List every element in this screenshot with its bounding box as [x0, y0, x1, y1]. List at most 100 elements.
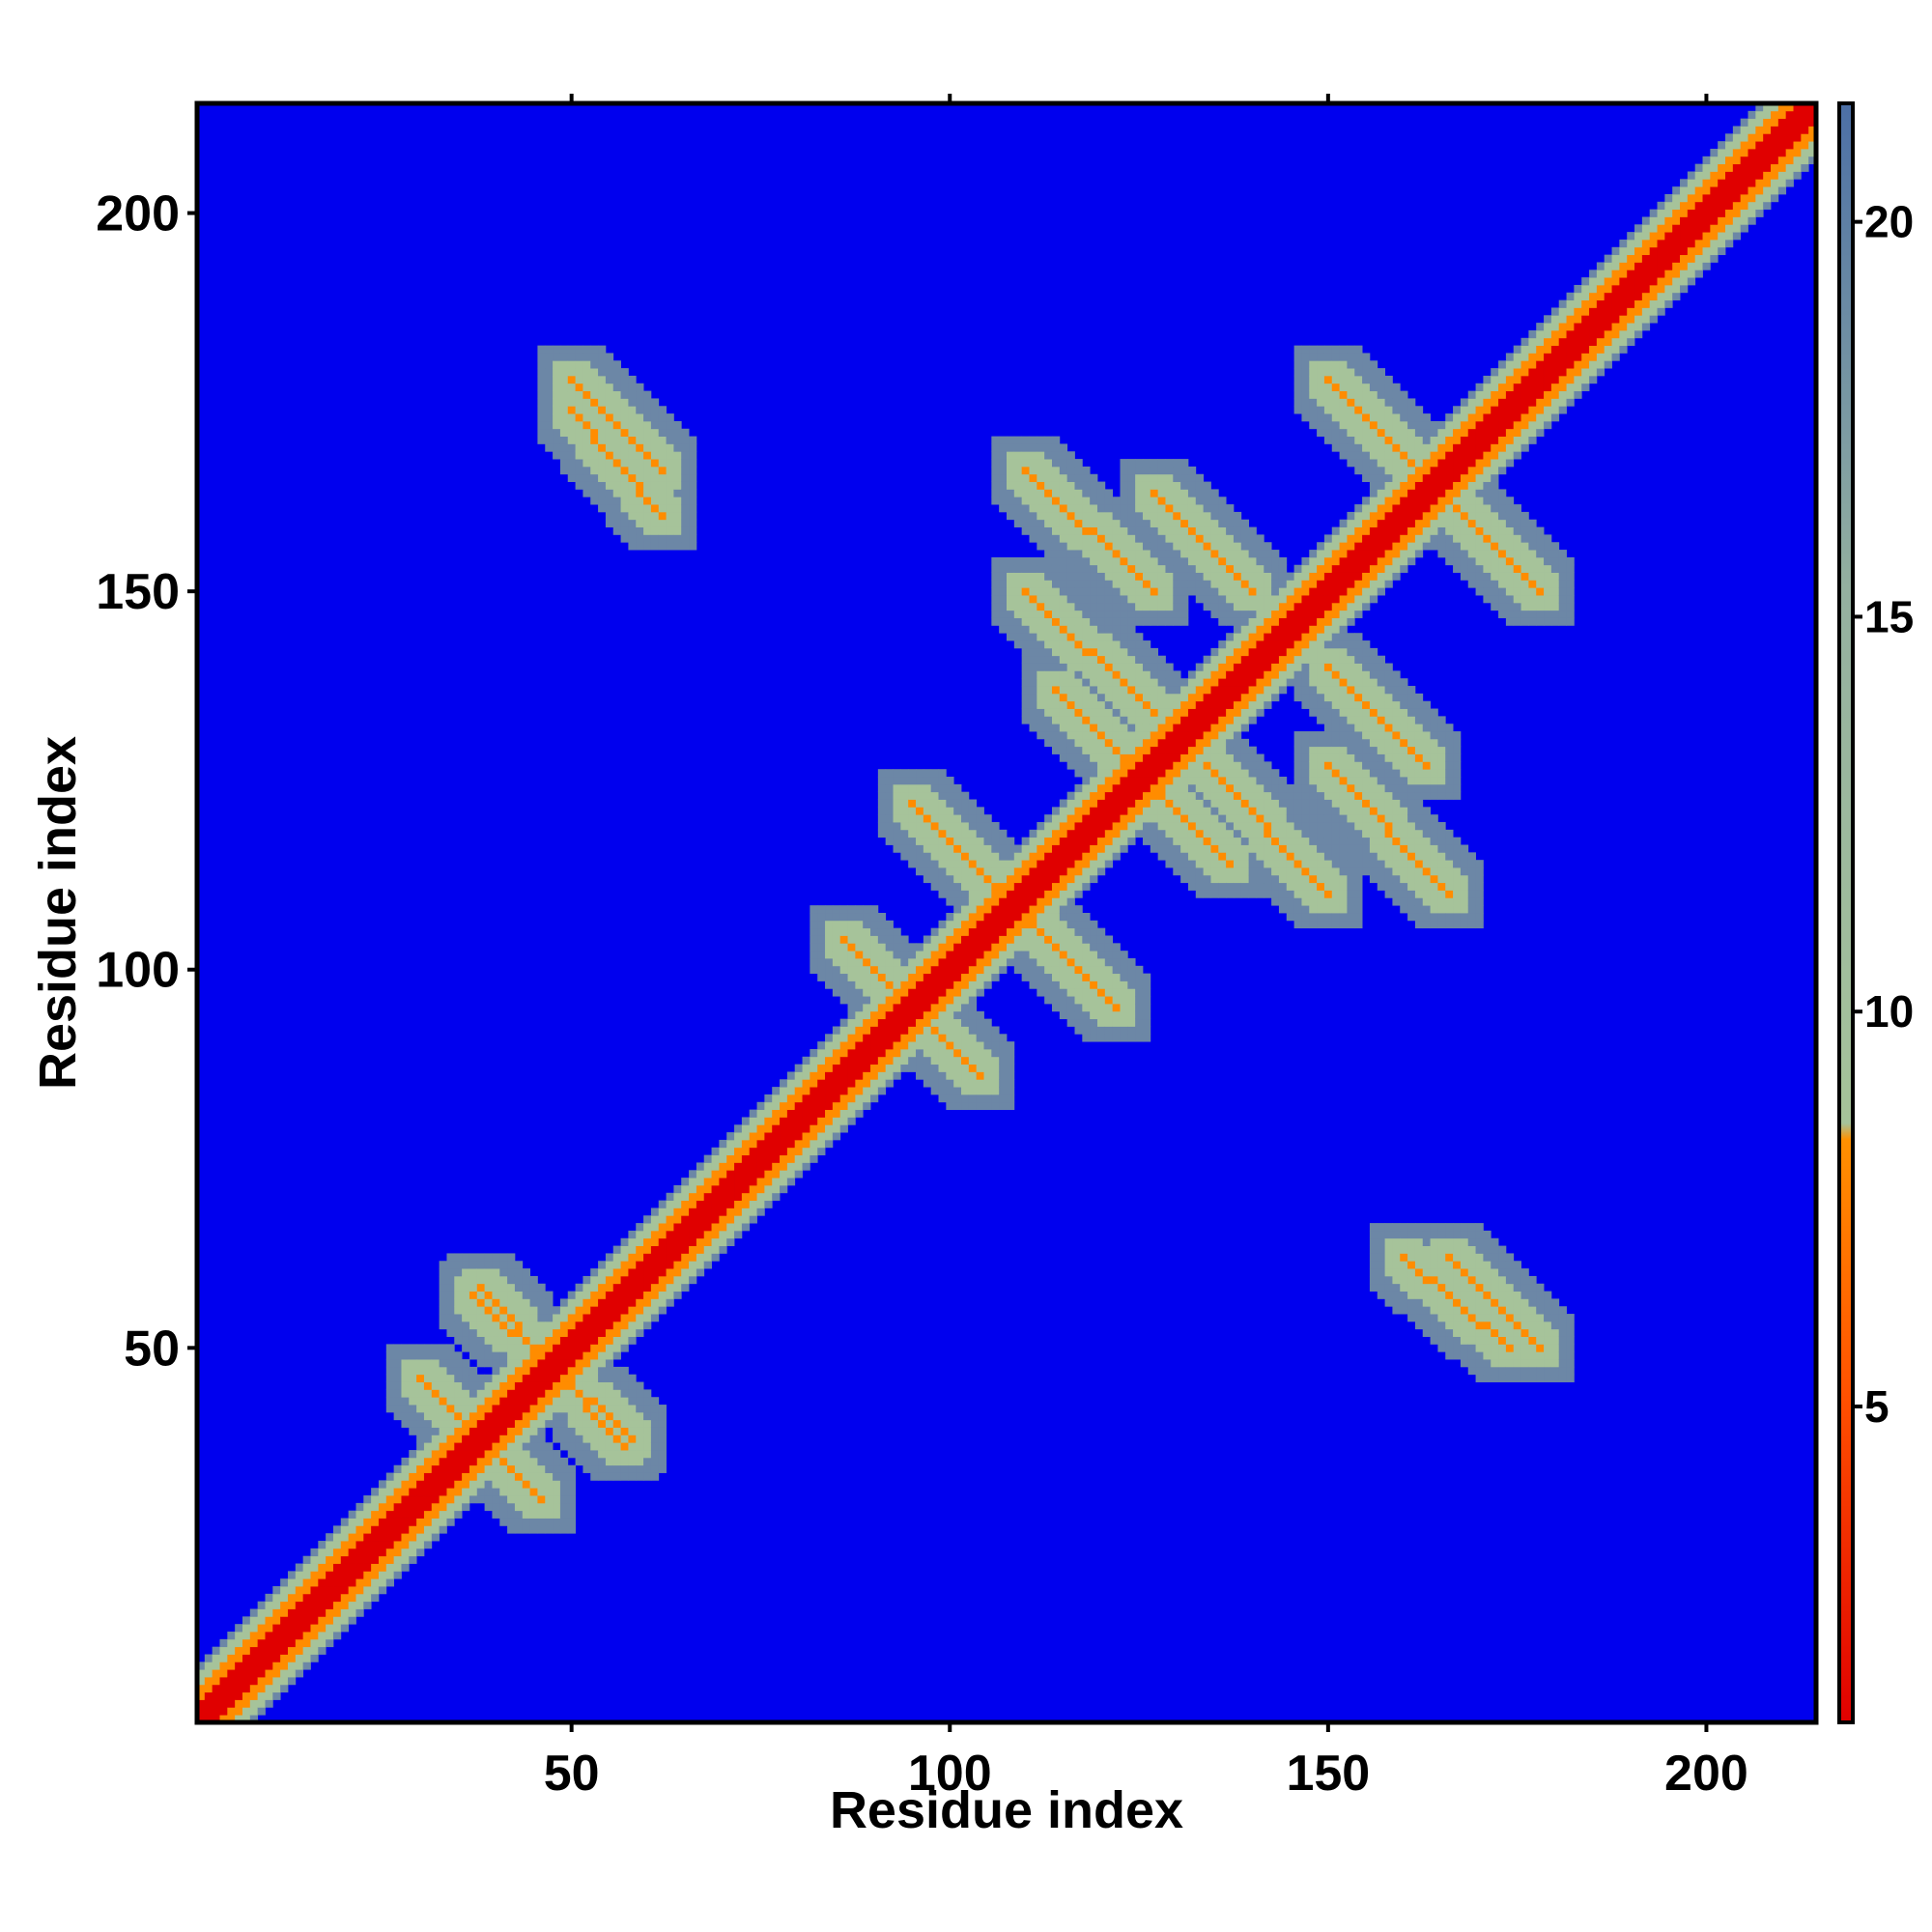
heatmap-cell [999, 617, 1008, 626]
heatmap-cell [537, 1306, 546, 1315]
heatmap-cell [1203, 481, 1211, 490]
heatmap-cell [938, 799, 947, 808]
heatmap-cell [983, 927, 992, 936]
heatmap-cell [938, 1018, 947, 1027]
heatmap-cell [673, 428, 682, 437]
heatmap-cell [416, 1457, 425, 1466]
heatmap-cell [863, 1087, 871, 1095]
heatmap-cell [953, 973, 962, 981]
heatmap-cell [1142, 542, 1151, 551]
heatmap-cell [953, 1048, 962, 1058]
heatmap-cell [575, 466, 583, 475]
heatmap-cell [499, 1518, 508, 1526]
heatmap-cell [1135, 610, 1144, 618]
heatmap-cell [991, 822, 1000, 831]
heatmap-cell [908, 1056, 917, 1065]
heatmap-cell [689, 489, 697, 497]
heatmap-cell [916, 988, 924, 997]
heatmap-cell [529, 1344, 538, 1352]
heatmap-cell [1074, 791, 1083, 800]
heatmap-cell [1037, 436, 1045, 444]
heatmap-cell [1037, 829, 1045, 838]
heatmap-cell [673, 1283, 682, 1292]
heatmap-cell [1037, 564, 1045, 573]
heatmap-cell [363, 1541, 372, 1549]
heatmap-cell [1112, 731, 1121, 740]
heatmap-cell [575, 1306, 583, 1315]
heatmap-cell [302, 1578, 311, 1587]
heatmap-cell [1096, 534, 1106, 543]
heatmap-cell [1096, 1003, 1106, 1012]
heatmap-cell [612, 420, 621, 430]
heatmap-cell [1051, 640, 1061, 649]
heatmap-cell [1256, 640, 1264, 649]
heatmap-cell [1264, 777, 1272, 785]
heatmap-cell [1187, 882, 1197, 891]
heatmap-cell [265, 1593, 273, 1603]
heatmap-cell [650, 473, 660, 482]
heatmap-cell [454, 1389, 463, 1398]
heatmap-cell [628, 428, 637, 437]
heatmap-cell [257, 1691, 266, 1700]
heatmap-cell [1173, 791, 1181, 800]
heatmap-cell [1037, 497, 1045, 505]
heatmap-cell [628, 1306, 637, 1315]
heatmap-cell [1066, 905, 1075, 914]
heatmap-cell [1059, 905, 1068, 914]
heatmap-cell [499, 1366, 508, 1376]
heatmap-cell [1120, 769, 1128, 778]
heatmap-cell [416, 1381, 425, 1390]
heatmap-cell [446, 1488, 455, 1496]
heatmap-cell [1051, 625, 1061, 634]
heatmap-cell [1051, 443, 1061, 452]
heatmap-cell [961, 874, 970, 884]
heatmap-cell [446, 1261, 455, 1269]
heatmap-cell [265, 1638, 273, 1648]
heatmap-cell [332, 1601, 342, 1609]
heatmap-cell [1233, 761, 1242, 770]
heatmap-cell [620, 1314, 629, 1322]
heatmap-cell [1233, 670, 1242, 679]
heatmap-cell [1218, 716, 1227, 724]
heatmap-cell [1210, 655, 1219, 664]
heatmap-cell [1120, 610, 1128, 618]
heatmap-cell [900, 783, 909, 793]
heatmap-cell [1037, 655, 1045, 664]
heatmap-cell [1013, 935, 1023, 944]
heatmap-cell [1096, 670, 1106, 679]
heatmap-cell [1059, 556, 1068, 566]
heatmap-cell [1127, 580, 1136, 588]
heatmap-cell [529, 1381, 538, 1390]
heatmap-cell [1271, 867, 1280, 876]
heatmap-cell [401, 1411, 410, 1421]
heatmap-cell [484, 1450, 493, 1459]
heatmap-cell [423, 1457, 433, 1466]
heatmap-cell [409, 1457, 417, 1466]
heatmap-cell [605, 1344, 614, 1352]
heatmap-cell [1135, 1018, 1144, 1027]
heatmap-cell [832, 1064, 841, 1072]
heatmap-cell [553, 1397, 561, 1406]
heatmap-cell [1142, 534, 1151, 543]
heatmap-cell [1256, 837, 1264, 845]
heatmap-cell [1074, 973, 1083, 981]
heatmap-cell [446, 1321, 455, 1330]
heatmap-cell [832, 1056, 841, 1065]
heatmap-cell [1173, 724, 1181, 732]
heatmap-cell [1112, 951, 1121, 959]
heatmap-cell [1066, 844, 1075, 853]
heatmap-cell [227, 1654, 236, 1662]
heatmap-cell [681, 459, 690, 468]
heatmap-cell [1218, 511, 1227, 521]
heatmap-cell [650, 1411, 660, 1421]
heatmap-cell [734, 1154, 743, 1163]
heatmap-cell [1264, 655, 1272, 664]
heatmap-cell [575, 1291, 583, 1299]
heatmap-cell [439, 1480, 447, 1489]
heatmap-cell [1066, 663, 1075, 671]
heatmap-cell [983, 1034, 992, 1042]
heatmap-cell [287, 1646, 297, 1655]
heatmap-cell [1173, 550, 1181, 558]
heatmap-cell [265, 1677, 273, 1686]
heatmap-cell [1218, 829, 1227, 838]
